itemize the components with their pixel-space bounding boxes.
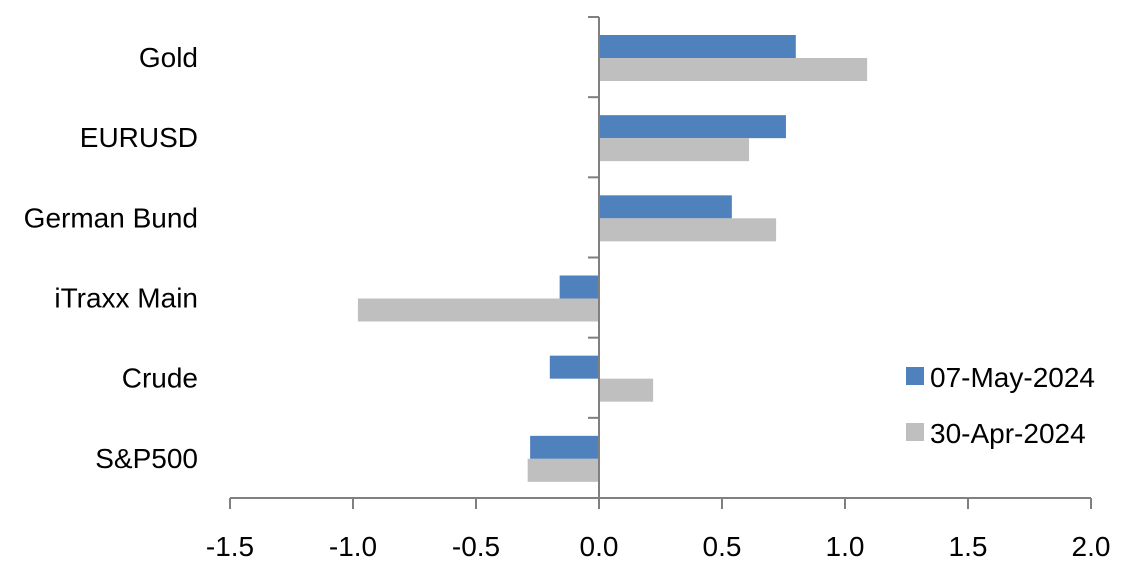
bar-series2 bbox=[527, 458, 599, 482]
bar-series2 bbox=[599, 378, 654, 402]
bar-series1 bbox=[559, 275, 599, 299]
x-tick-label: -1.0 bbox=[329, 531, 377, 562]
bar-series1 bbox=[599, 115, 786, 139]
bar-series1 bbox=[549, 355, 599, 379]
x-tick-label: 1.5 bbox=[949, 531, 988, 562]
legend-swatch bbox=[906, 423, 924, 441]
category-label: EURUSD bbox=[80, 122, 198, 153]
bar-series1 bbox=[599, 35, 796, 58]
legend-label: 30-Apr-2024 bbox=[930, 418, 1086, 449]
category-label: Gold bbox=[139, 42, 198, 73]
bar-series2 bbox=[599, 138, 750, 162]
category-label: Crude bbox=[122, 363, 198, 394]
legend-swatch bbox=[906, 367, 924, 385]
legend-label: 07-May-2024 bbox=[930, 362, 1095, 393]
x-tick-label: -1.5 bbox=[206, 531, 254, 562]
bar-series2 bbox=[357, 298, 599, 322]
x-tick-label: 1.0 bbox=[826, 531, 865, 562]
category-label: S&P500 bbox=[95, 443, 198, 474]
x-tick-label: 2.0 bbox=[1072, 531, 1111, 562]
bar-series1 bbox=[599, 195, 732, 219]
bar-series2 bbox=[599, 218, 777, 242]
category-label: iTraxx Main bbox=[54, 283, 198, 314]
x-tick-label: 0.5 bbox=[703, 531, 742, 562]
bar-series1 bbox=[530, 435, 599, 459]
x-tick-label: 0.0 bbox=[580, 531, 619, 562]
x-tick-label: -0.5 bbox=[452, 531, 500, 562]
category-label: German Bund bbox=[24, 202, 198, 233]
bar-series2 bbox=[599, 58, 868, 81]
